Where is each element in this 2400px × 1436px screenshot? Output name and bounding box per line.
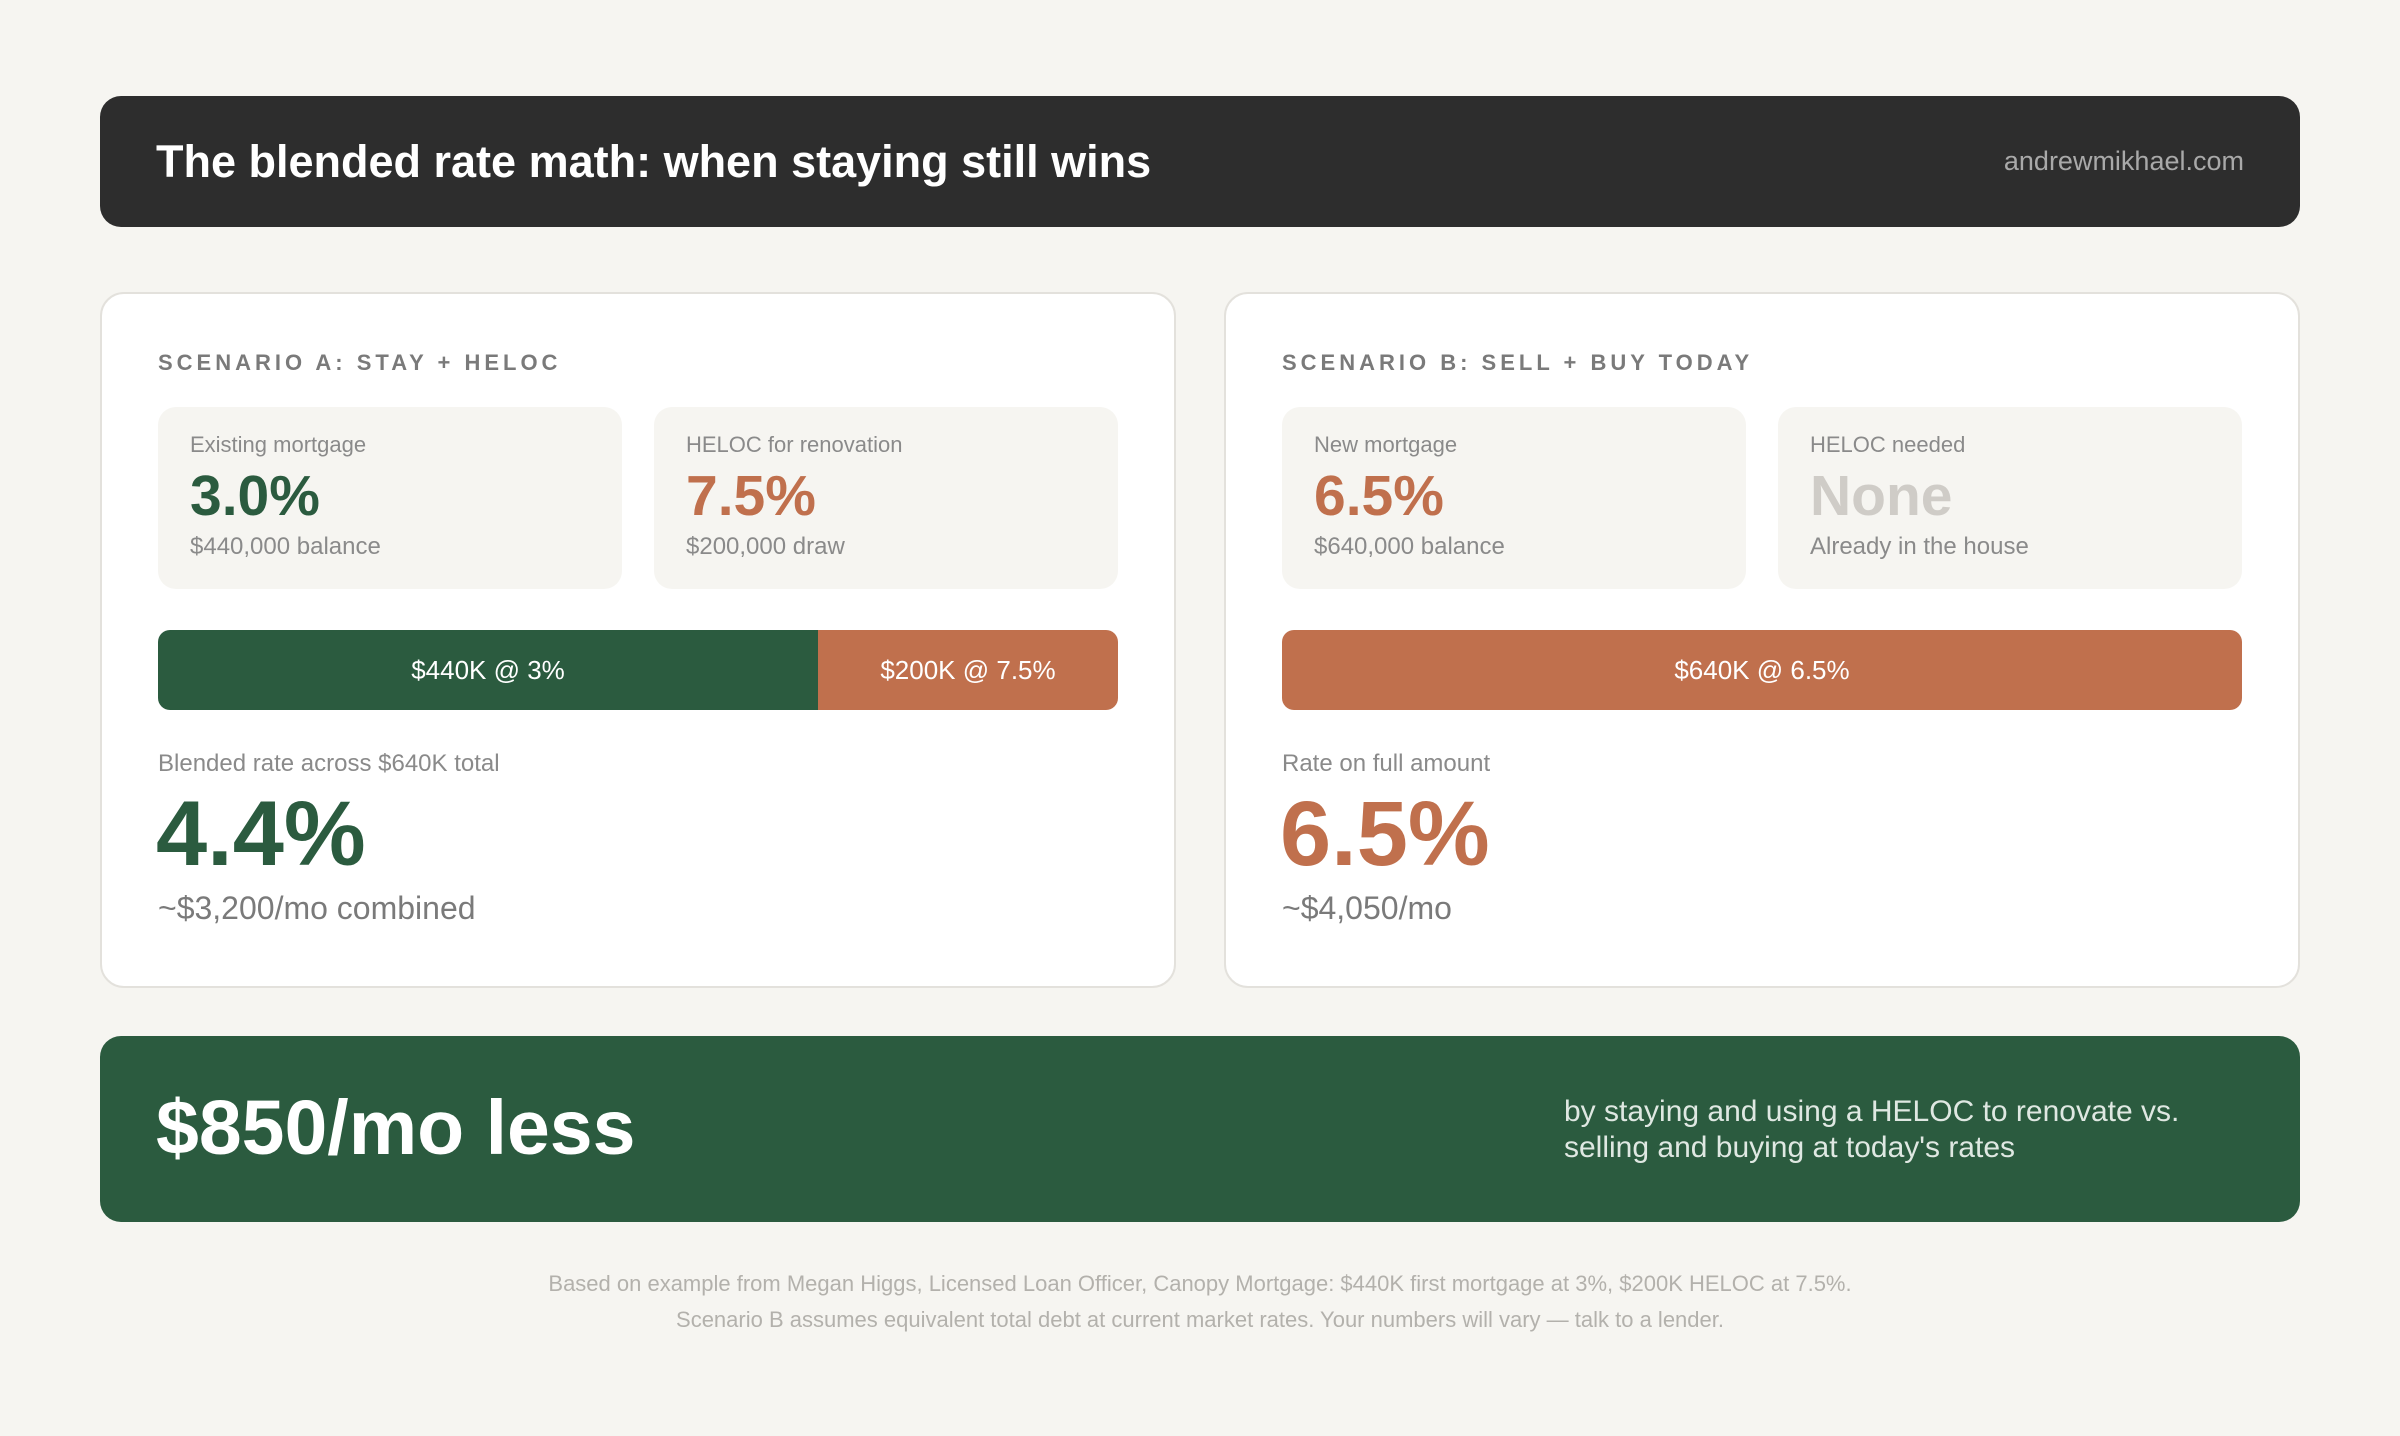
box-subtext: Already in the house bbox=[1810, 533, 2029, 560]
scenario-b-debt-bar: $640K @ 6.5% bbox=[1282, 630, 2242, 710]
monthly-payment-b: ~$4,050/mo bbox=[1282, 890, 1452, 926]
bar-segment-new-mortgage: $640K @ 6.5% bbox=[1282, 630, 2242, 710]
box-subtext: $200,000 draw bbox=[686, 533, 845, 560]
scenario-b-label: SCENARIO B: SELL + BUY TODAY bbox=[1282, 350, 1754, 375]
scenario-a-debt-bar: $440K @ 3% $200K @ 7.5% bbox=[158, 630, 1118, 710]
existing-mortgage-box: Existing mortgage 3.0% $440,000 balance bbox=[158, 407, 622, 589]
box-label: New mortgage bbox=[1314, 432, 1458, 457]
blended-rate-value: 4.4% bbox=[156, 783, 366, 885]
box-label: Existing mortgage bbox=[190, 432, 367, 457]
scenario-b-card: SCENARIO B: SELL + BUY TODAY New mortgag… bbox=[1224, 292, 2300, 988]
box-value: None bbox=[1810, 464, 1953, 528]
full-rate-label: Rate on full amount bbox=[1282, 750, 1491, 777]
box-subtext: $440,000 balance bbox=[190, 533, 381, 560]
box-subtext: $640,000 balance bbox=[1314, 533, 1505, 560]
bar-segment-heloc: $200K @ 7.5% bbox=[818, 630, 1118, 710]
box-label: HELOC for renovation bbox=[686, 432, 903, 457]
footnote-line-2: Scenario B assumes equivalent total debt… bbox=[676, 1307, 1724, 1332]
site-name: andrewmikhael.com bbox=[2003, 146, 2244, 176]
savings-description: by staying and using a HELOC to renovate… bbox=[1564, 1095, 2180, 1164]
scenario-a-card: SCENARIO A: STAY + HELOC Existing mortga… bbox=[100, 292, 1176, 988]
scenario-a-label: SCENARIO A: STAY + HELOC bbox=[158, 350, 562, 375]
box-value: 3.0% bbox=[190, 464, 320, 528]
savings-banner: $850/mo less by staying and using a HELO… bbox=[100, 1036, 2300, 1222]
footnote-line-1: Based on example from Megan Higgs, Licen… bbox=[548, 1271, 1852, 1296]
box-label: HELOC needed bbox=[1810, 432, 1966, 457]
bar-segment-mortgage: $440K @ 3% bbox=[158, 630, 818, 710]
heloc-needed-box: HELOC needed None Already in the house bbox=[1778, 407, 2242, 589]
blended-rate-label: Blended rate across $640K total bbox=[158, 750, 500, 777]
full-rate-value: 6.5% bbox=[1280, 783, 1490, 885]
savings-headline: $850/mo less bbox=[156, 1085, 636, 1171]
header-bar: The blended rate math: when staying stil… bbox=[100, 96, 2300, 227]
box-value: 6.5% bbox=[1314, 464, 1444, 528]
box-value: 7.5% bbox=[686, 464, 816, 528]
page-title: The blended rate math: when staying stil… bbox=[156, 135, 1152, 187]
footnote: Based on example from Megan Higgs, Licen… bbox=[0, 1266, 2400, 1338]
new-mortgage-box: New mortgage 6.5% $640,000 balance bbox=[1282, 407, 1746, 589]
heloc-renovation-box: HELOC for renovation 7.5% $200,000 draw bbox=[654, 407, 1118, 589]
monthly-payment-a: ~$3,200/mo combined bbox=[158, 890, 476, 926]
